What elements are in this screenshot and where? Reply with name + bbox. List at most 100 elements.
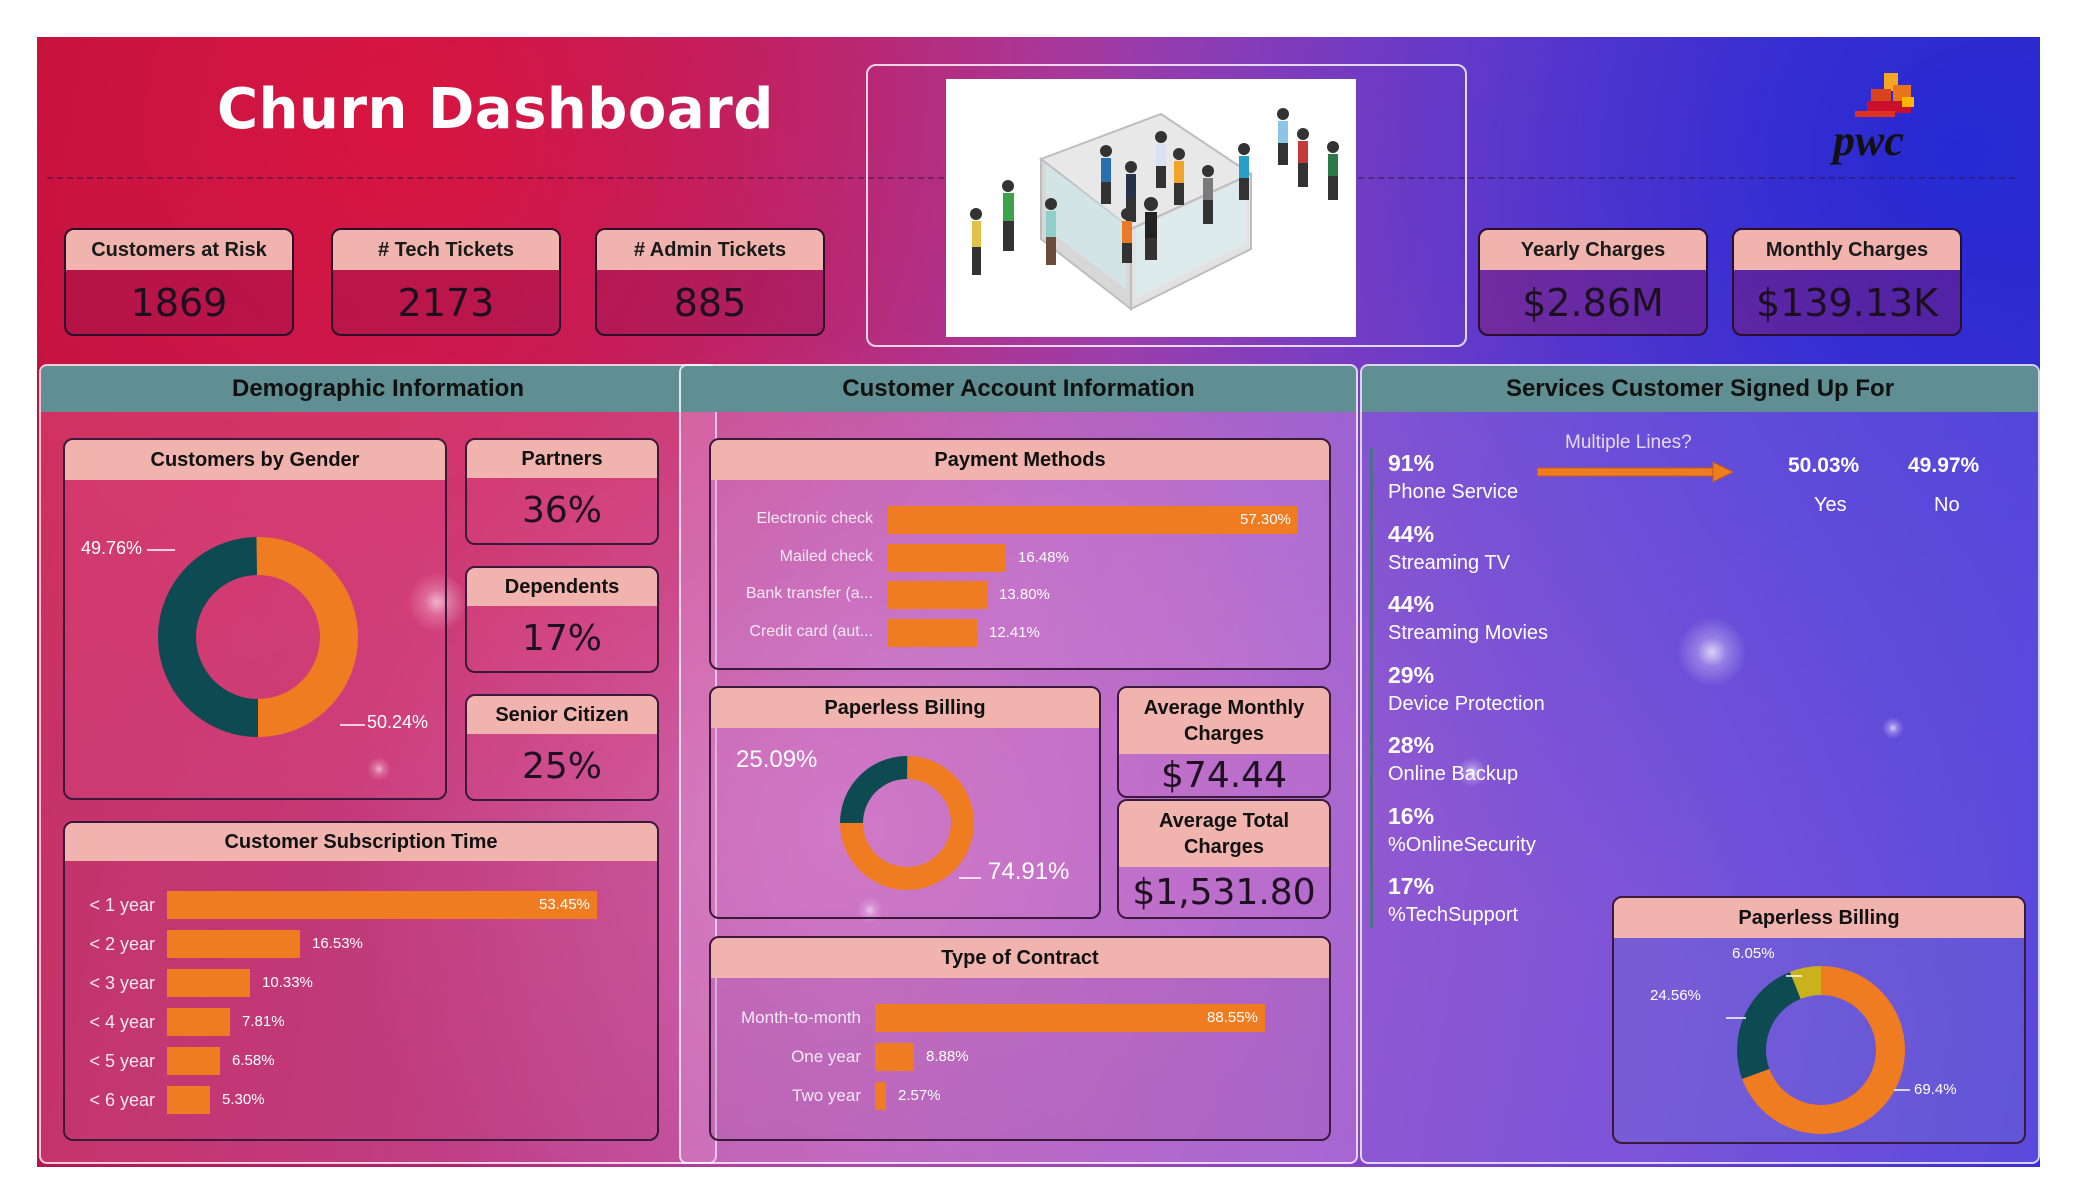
sparkle-decoration (367, 757, 391, 781)
bar (875, 1043, 914, 1071)
bar-value: 16.53% (312, 935, 363, 952)
kpi-value: $139.13K (1755, 281, 1939, 325)
kpi-tech-tickets: # Tech Tickets 2173 (331, 228, 561, 336)
multiple-lines-no-pct: 49.97% (1908, 454, 1980, 477)
donut-slice (840, 756, 908, 823)
card-title: Customer Subscription Time (65, 823, 657, 861)
sparkle-decoration (1882, 717, 1904, 739)
section-title: Customer Account Information (681, 366, 1356, 412)
contract-card: Type of Contract Month-to-month 88.55% One… (709, 936, 1331, 1141)
bar-value: 57.30% (1240, 511, 1291, 528)
gender-card: Customers by Gender 49.76% 50.24% (63, 438, 447, 800)
avg-monthly-card: Average Monthly Charges $74.44 (1117, 686, 1331, 798)
donut-slice (1789, 966, 1821, 999)
dependents-card: Dependents 17% (465, 566, 659, 673)
bar (888, 506, 1298, 534)
bar-label: < 1 year (89, 895, 155, 915)
kpi-label: # Admin Tickets (597, 230, 823, 270)
bar (167, 969, 250, 997)
donut-slice (1737, 971, 1801, 1079)
bar-label: Electronic check (756, 510, 874, 527)
services-section: Services Customer Signed Up For 91% Phone… (1360, 364, 2040, 1164)
service-item: 17% %TechSupport (1388, 873, 1518, 927)
kpi-label: # Tech Tickets (333, 230, 559, 270)
service-pct: 29% (1388, 661, 1435, 688)
service-name: Streaming Movies (1388, 622, 1549, 644)
paperless-label-large: 69.4% (1914, 1081, 1957, 1098)
kpi-label: Yearly Charges (1480, 230, 1706, 270)
avg-total-value: $1,531.80 (1132, 871, 1316, 913)
bar-value: 13.80% (999, 586, 1050, 603)
kpi-label: Customers at Risk (66, 230, 292, 270)
kpi-value: 2173 (397, 281, 495, 325)
senior-citizen-value: 25% (521, 746, 602, 787)
bar (888, 618, 977, 647)
gender-label-male: 50.24% (367, 712, 429, 732)
card-title: Paperless Billing (711, 688, 1099, 728)
service-item: 28% Online Backup (1388, 732, 1518, 786)
sparkle-decoration (1677, 617, 1747, 687)
office-illustration (946, 79, 1356, 337)
card-title: Type of Contract (711, 938, 1329, 978)
logo-text: pwc (1829, 116, 1904, 165)
dashboard: Churn Dashboard Customers at Risk 1869 #… (37, 37, 2040, 1167)
bar (875, 1082, 886, 1110)
service-item: 44% Streaming TV (1388, 521, 1510, 575)
service-name: %OnlineSecurity (1388, 833, 1536, 856)
bar (888, 543, 1006, 572)
multiple-lines-yes: Yes (1814, 494, 1847, 516)
dependents-value: 17% (521, 618, 602, 659)
service-pct: 44% (1388, 520, 1435, 547)
bar-value: 10.33% (262, 974, 313, 991)
bar-value: 7.81% (242, 1013, 285, 1030)
bar-value: 6.58% (232, 1052, 275, 1069)
bar-value: 88.55% (1207, 1009, 1258, 1026)
card-title: Dependents (467, 568, 657, 606)
bar (167, 930, 300, 958)
bar (875, 1004, 1265, 1032)
sparkle-decoration (407, 572, 467, 632)
bar (167, 1008, 230, 1036)
illustration-frame (866, 64, 1467, 347)
multiple-lines-label: Multiple Lines? (1565, 432, 1692, 453)
card-title: Paperless Billing (1614, 898, 2024, 938)
paperless-label-small: 6.05% (1732, 945, 1775, 962)
service-pct: 91% (1388, 450, 1435, 476)
donut-slice (256, 537, 359, 737)
kpi-customers-at-risk: Customers at Risk 1869 (64, 228, 294, 336)
section-title: Services Customer Signed Up For (1362, 366, 2038, 412)
kpi-value: 885 (673, 281, 747, 325)
service-pct: 44% (1388, 591, 1435, 617)
card-title: Senior Citizen (467, 696, 657, 734)
service-pct: 16% (1388, 802, 1435, 829)
section-title: Demographic Information (41, 366, 715, 412)
avg-total-card: Average Total Charges $1,531.80 (1117, 799, 1331, 919)
paperless-label-mid: 24.56% (1650, 987, 1701, 1004)
services-divider (1370, 448, 1373, 928)
senior-citizen-card: Senior Citizen 25% (465, 694, 659, 801)
bar-label: Month-to-month (741, 1008, 861, 1027)
bar-label: < 5 year (89, 1051, 155, 1071)
card-title: Average Total Charges (1119, 801, 1329, 867)
avg-monthly-value: $74.44 (1161, 754, 1287, 796)
bar-value: 53.45% (539, 896, 590, 913)
bar-value: 16.48% (1018, 548, 1069, 566)
service-name: Device Protection (1388, 692, 1545, 715)
kpi-value: $2.86M (1522, 281, 1664, 325)
bar-label: < 4 year (89, 1012, 155, 1032)
service-name: Phone Service (1388, 481, 1519, 503)
card-title: Payment Methods (711, 440, 1329, 480)
demographic-section: Demographic Information Customers by Gen… (39, 364, 717, 1164)
sparkle-decoration (1457, 757, 1487, 787)
paperless-label-yes: 74.91% (988, 858, 1070, 885)
pwc-logo: pwc (1827, 55, 1937, 165)
service-item: 29% Device Protection (1388, 662, 1545, 716)
service-item: 16% %OnlineSecurity (1388, 803, 1536, 857)
card-title: Customers by Gender (65, 440, 445, 480)
paperless-donut-chart (840, 756, 981, 890)
service-name: %TechSupport (1388, 904, 1519, 926)
card-title: Partners (467, 440, 657, 478)
card-title: Average Monthly Charges (1119, 688, 1329, 754)
service-pct: 17% (1388, 873, 1435, 899)
kpi-label: Monthly Charges (1734, 230, 1960, 270)
